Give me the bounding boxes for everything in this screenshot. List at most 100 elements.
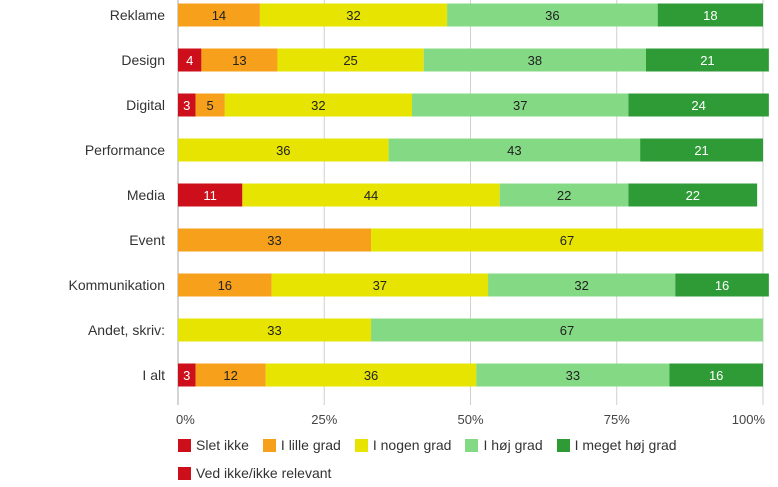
bar-segment [388,138,641,162]
bar-segment [371,228,763,252]
legend-label: Slet ikke [196,437,249,453]
x-tick-label: 100% [732,412,766,427]
bar-segment [423,48,646,72]
x-tick-label: 25% [311,412,337,427]
data-label: 33 [267,233,281,248]
bar-segment [669,363,763,387]
bar-segment [178,3,260,27]
legend-swatch [354,438,368,452]
legend-label: I lille grad [280,437,341,453]
data-label: 37 [373,278,387,293]
category-label: Andet, skriv: [88,322,165,338]
bar-segment [201,48,278,72]
data-label: 5 [207,98,214,113]
bar-segment [195,363,266,387]
data-label: 25 [343,53,357,68]
data-label: 44 [364,188,378,203]
data-label: 33 [566,368,580,383]
legend-swatch [178,466,191,480]
data-label: 18 [703,8,717,23]
bar-segment [178,93,196,117]
legend-label: I nogen grad [372,437,452,453]
data-label: 36 [364,368,378,383]
bar-segment [178,273,272,297]
bar-segment [242,183,500,207]
category-label: Design [121,52,165,68]
x-tick-label: 75% [604,412,630,427]
bar-segment [178,228,372,252]
data-label: 21 [700,53,714,68]
legend-swatch [262,438,276,452]
category-label: Reklame [110,7,165,23]
data-label: 32 [311,98,325,113]
bar-segment [371,318,763,342]
category-label: Event [129,232,165,248]
legend-swatch [178,438,191,452]
bar-segment [271,273,489,297]
bar-segment [265,363,477,387]
bar-segment [628,93,769,117]
bar-segment [628,183,758,207]
bar-segment [447,3,658,27]
legend-item: Ved ikke/ikke relevant [178,464,331,482]
bar-segment [499,183,629,207]
legend-label: I høj grad [483,437,543,453]
legend-label: I meget høj grad [574,437,677,453]
data-label: 24 [691,98,705,113]
data-label: 38 [528,53,542,68]
bar-segment [178,318,372,342]
bar-segment [657,3,763,27]
bar-segment [224,93,412,117]
bar-segment [178,183,243,207]
data-label: 67 [560,323,574,338]
legend-swatch [556,438,570,452]
bar-segment [675,273,769,297]
category-label: Digital [126,97,165,113]
bar-segment [412,93,629,117]
bar-segment [488,273,676,297]
data-label: 37 [513,98,527,113]
bar-segment [178,48,202,72]
data-label: 21 [694,143,708,158]
legend-item: I lille grad [262,436,341,454]
data-label: 22 [686,188,700,203]
legend-item: I nogen grad [354,436,452,454]
legend-item: I meget høj grad [556,436,677,454]
data-label: 13 [232,53,246,68]
legend-item: Slet ikke [178,436,249,454]
data-label: 3 [183,98,190,113]
legend: Slet ikke I lille grad I nogen grad I høj g… [178,436,768,482]
bar-segment [640,138,763,162]
data-label: 67 [560,233,574,248]
stacked-bar-chart: 0% 25% 50% 75% 100% Reklame 14 32 36 18 Design 4 13 2… [69,0,769,427]
data-label: 43 [507,143,521,158]
x-tick-label: 0% [176,412,195,427]
data-label: 36 [545,8,559,23]
legend-label: Ved ikke/ikke relevant [196,465,332,481]
bar-segment [195,93,225,117]
data-label: 3 [183,368,190,383]
data-label: 16 [218,278,232,293]
data-label: 32 [346,8,360,23]
data-label: 16 [709,368,723,383]
data-label: 32 [574,278,588,293]
data-label: 22 [557,188,571,203]
data-label: 11 [203,188,217,203]
category-label: Media [127,187,165,203]
data-label: 4 [186,53,193,68]
bar-segment [646,48,769,72]
legend-item: I høj grad [465,436,543,454]
data-label: 33 [267,323,281,338]
bar-segment [259,3,448,27]
category-label: I alt [142,367,165,383]
bar-segment [178,363,196,387]
bar-segment [178,138,389,162]
data-label: 16 [715,278,729,293]
bar-segment [476,363,670,387]
legend-swatch [465,438,479,452]
data-label: 14 [212,8,226,23]
bar-segment [277,48,424,72]
data-label: 36 [276,143,290,158]
category-label: Kommunikation [69,277,166,293]
